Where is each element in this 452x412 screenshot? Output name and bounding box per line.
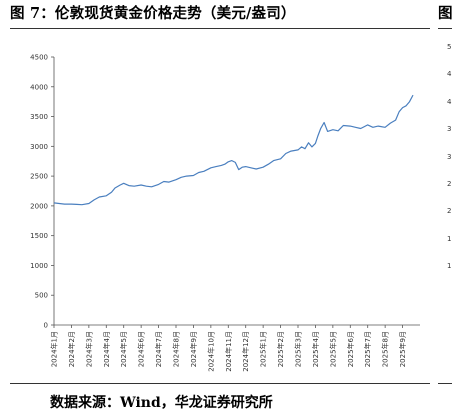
bottom-rule: [10, 383, 430, 384]
y-tick-label: 3500: [30, 113, 48, 121]
adjacent-axis-label: 3: [447, 153, 451, 161]
adjacent-axis-label: 4: [447, 70, 452, 78]
y-tick-label: 1000: [30, 262, 48, 270]
adjacent-axis-label: 2: [447, 207, 451, 215]
adjacent-bottom-rule: [438, 383, 452, 384]
y-tick-label: 3000: [30, 143, 48, 151]
x-tick-label: 2024年7月: [154, 331, 163, 367]
series-line: [53, 94, 414, 206]
x-tick-label: 2024年6月: [137, 331, 146, 367]
y-axis: 0 500 1000 1500 2000 2500 3000 3500 4000 4500: [30, 54, 55, 330]
series-group: [53, 94, 414, 206]
adjacent-chart-axis-fragment: 5 4 4 3 3 2 2 1 1: [447, 43, 452, 270]
x-tick-label: 2024年3月: [84, 331, 93, 367]
y-tick-label: 2500: [30, 173, 48, 181]
x-tick-label: 2024年12月: [241, 331, 250, 372]
adjacent-figure-title-fragment: 图: [438, 5, 452, 22]
x-tick-label: 2025年2月: [276, 331, 285, 367]
adjacent-top-rule: [438, 28, 452, 29]
adjacent-axis-label: 1: [447, 262, 451, 270]
x-tick-label: 2024年4月: [102, 331, 111, 367]
x-tick-label: 2024年5月: [119, 331, 128, 367]
x-tick-label: 2025年1月: [259, 331, 268, 367]
x-tick-label: 2024年9月: [189, 331, 198, 367]
x-tick-label: 2025年6月: [346, 331, 355, 367]
x-tick-label: 2025年4月: [311, 331, 320, 367]
y-tick-label: 0: [44, 322, 48, 330]
x-axis: 2024年1月 2024年2月 2024年3月 2024年4月 2024年5月 2024年…: [50, 324, 420, 372]
x-tick-label: 2024年8月: [172, 331, 181, 367]
adjacent-axis-label: 1: [447, 235, 451, 243]
x-tick-label: 2025年5月: [328, 331, 337, 367]
adjacent-axis-label: 2: [447, 180, 451, 188]
x-tick-label: 2025年3月: [294, 331, 303, 367]
source-note: 数据来源：Wind，华龙证券研究所: [50, 395, 273, 411]
y-tick-label: 4500: [30, 54, 48, 62]
x-tick-label: 2024年1月: [50, 331, 59, 367]
y-tick-label: 2000: [30, 202, 48, 210]
x-tick-label: 2024年11月: [224, 331, 233, 372]
x-tick-label: 2024年2月: [67, 331, 76, 367]
x-tick-label: 2025年8月: [381, 331, 390, 367]
adjacent-axis-label: 4: [447, 98, 452, 106]
adjacent-axis-label: 3: [447, 125, 451, 133]
x-tick-label: 2025年9月: [398, 331, 407, 367]
x-tick-label: 2025年7月: [363, 331, 372, 367]
y-tick-label: 4000: [30, 83, 48, 91]
figure-title: 图 7：伦敦现货黄金价格走势（美元/盎司）: [10, 5, 296, 22]
y-tick-label: 500: [35, 292, 48, 300]
x-tick-label: 2024年10月: [206, 331, 215, 372]
adjacent-axis-label: 5: [447, 43, 451, 51]
y-tick-label: 1500: [30, 232, 48, 240]
top-rule: [10, 28, 430, 29]
